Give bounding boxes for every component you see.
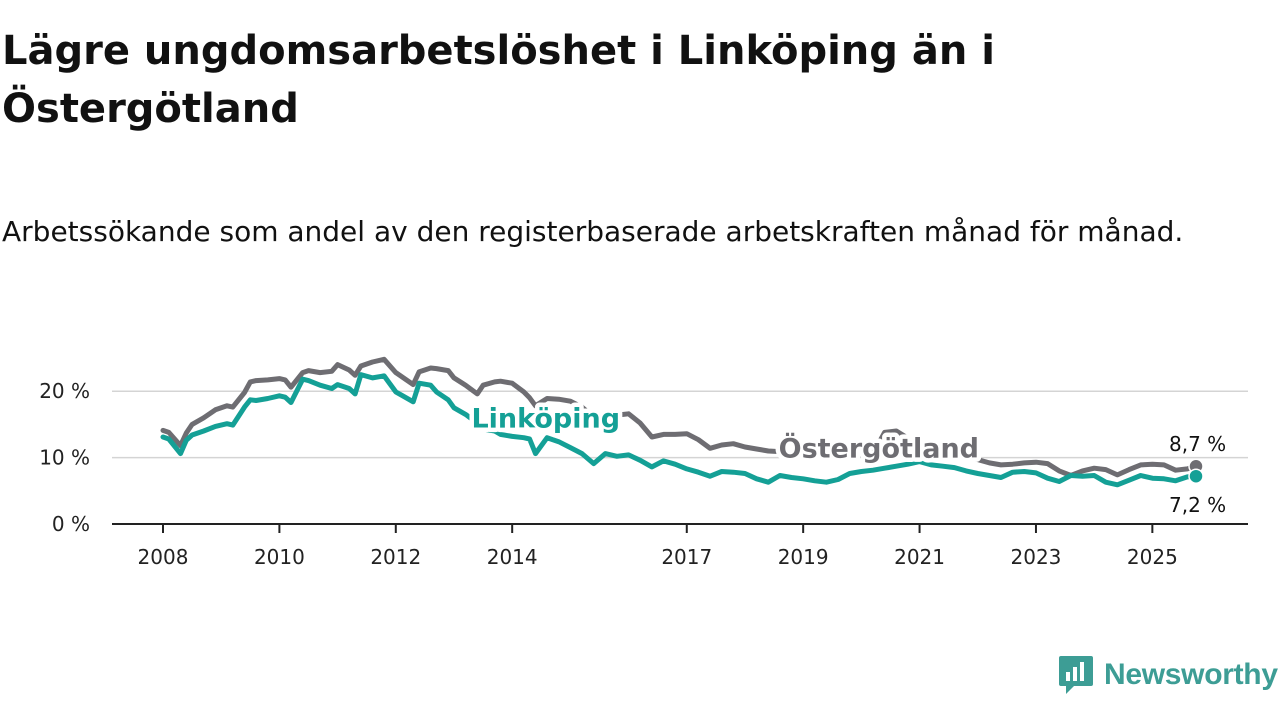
- series-label-ostergotland: Östergötland: [779, 432, 979, 465]
- y-tick-label: 20 %: [39, 379, 90, 403]
- x-tick-label: 2021: [894, 545, 945, 569]
- end-value-label: 8,7 %: [1169, 432, 1226, 456]
- brand-name: Newsworthy: [1104, 658, 1278, 691]
- x-tick-label: 2025: [1127, 545, 1178, 569]
- series-lines: [160, 356, 1199, 488]
- x-tick-label: 2010: [254, 545, 305, 569]
- chart-title: Lägre ungdomsarbetslöshet i Linköping än…: [2, 28, 995, 132]
- x-tick-label: 2017: [661, 545, 712, 569]
- x-tick-label: 2019: [778, 545, 829, 569]
- series-labels: LinköpingLinköpingÖstergötlandÖstergötla…: [467, 399, 1226, 517]
- y-tick-label: 10 %: [39, 446, 90, 470]
- chart-subtitle: Arbetssökande som andel av den registerb…: [2, 215, 1184, 248]
- x-axis: 2008 2010 2012 2014 2017 2019 2021 2023 2025: [112, 523, 1248, 569]
- series-line-ostergotland: [160, 356, 1199, 478]
- line-chart: 0 % 10 % 20 % 2008 2010 2012 2014 2017 2019 2021…: [39, 356, 1248, 569]
- x-tick-label: 2012: [370, 545, 421, 569]
- x-tick-label: 2014: [487, 545, 538, 569]
- series-line-linkoping: [160, 372, 1199, 488]
- grid-layer: 0 % 10 % 20 %: [39, 379, 1248, 536]
- series-label-halo: Linköping: [471, 404, 620, 435]
- x-tick-label: 2008: [138, 545, 189, 569]
- series-label-linkoping: Linköping: [471, 404, 620, 435]
- series-label-halo: Östergötland: [779, 432, 979, 465]
- newsworthy-logo-icon: [1059, 656, 1093, 694]
- end-point-marker: [1188, 468, 1204, 484]
- newsworthy-logo: Newsworthy: [1058, 653, 1278, 697]
- y-tick-label: 0 %: [52, 512, 90, 536]
- x-tick-label: 2023: [1011, 545, 1062, 569]
- end-value-label: 7,2 %: [1169, 493, 1226, 517]
